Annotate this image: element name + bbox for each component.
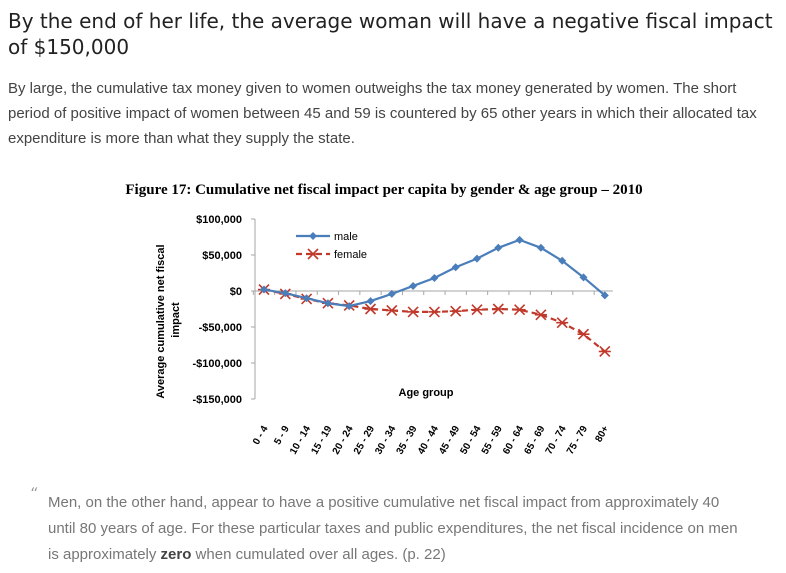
article-lead: By large, the cumulative tax money given… bbox=[8, 80, 757, 147]
y-axis-label: Average cumulative net fiscal impact bbox=[155, 241, 182, 398]
point-male bbox=[387, 289, 396, 298]
point-male bbox=[409, 281, 418, 290]
point-female bbox=[385, 304, 398, 317]
quote-emphasis: zero bbox=[160, 546, 192, 563]
x-axis-label: Age group bbox=[399, 387, 454, 399]
series-line-male bbox=[263, 238, 606, 308]
point-male bbox=[260, 285, 268, 294]
point-male bbox=[579, 273, 588, 282]
y-tick-label: -$100,000 bbox=[192, 358, 242, 370]
y-axis-label-line-2: impact bbox=[170, 302, 182, 338]
point-male bbox=[515, 235, 524, 244]
point-female bbox=[364, 303, 377, 315]
point-male bbox=[281, 289, 290, 298]
y-tick-label: -$50,000 bbox=[199, 322, 242, 334]
quote-text-start: Men, on the other hand, appear to have a… bbox=[48, 494, 738, 563]
figure-17: Figure 17: Cumulative net fiscal impact … bbox=[0, 170, 786, 490]
point-male bbox=[323, 299, 332, 308]
series-line-female bbox=[263, 288, 606, 353]
point-male bbox=[600, 291, 609, 300]
point-female bbox=[492, 303, 505, 315]
y-tick-label: $50,000 bbox=[202, 250, 242, 262]
point-female bbox=[471, 304, 483, 316]
point-male bbox=[494, 243, 503, 252]
chart-axes: $100,000 $50,000 $0 -$50,000 -$100,000 -$150,… bbox=[192, 214, 613, 457]
quote-mark: “ bbox=[30, 484, 39, 503]
line-chart: Figure 17: Cumulative net fiscal impact … bbox=[125, 182, 642, 457]
y-tick-label: $100,000 bbox=[196, 214, 242, 226]
point-female bbox=[449, 305, 462, 317]
x-tick-label: 5 - 9 bbox=[272, 424, 292, 447]
chart-series bbox=[258, 235, 611, 358]
point-male bbox=[558, 256, 567, 265]
article-headline: By the end of her life, the average woma… bbox=[8, 9, 773, 59]
point-female bbox=[428, 306, 441, 318]
y-tick-label: $0 bbox=[230, 286, 242, 298]
legend-marker-male bbox=[309, 232, 317, 240]
chart-legend: male female bbox=[296, 231, 367, 261]
legend-label-male: male bbox=[334, 231, 358, 243]
point-male bbox=[366, 297, 375, 306]
legend-label-female: female bbox=[334, 249, 367, 261]
point-male bbox=[451, 263, 460, 272]
legend-marker-female bbox=[307, 248, 319, 260]
x-tick-label: 80+ bbox=[593, 424, 611, 444]
point-female bbox=[407, 306, 420, 318]
chart-title: Figure 17: Cumulative net fiscal impact … bbox=[125, 182, 642, 198]
x-tick-label: 0 - 4 bbox=[251, 424, 271, 447]
quote-text-end: when cumulated over all ages. (p. 22) bbox=[191, 546, 446, 563]
point-male bbox=[430, 274, 439, 283]
blockquote: Men, on the other hand, appear to have a… bbox=[48, 490, 748, 568]
point-female bbox=[598, 345, 611, 358]
y-axis-label-line-1: Average cumulative net fiscal bbox=[155, 244, 167, 398]
point-female bbox=[577, 328, 590, 340]
point-female bbox=[534, 309, 547, 321]
x-tick-label: 75 - 79 bbox=[565, 424, 590, 457]
point-male bbox=[302, 294, 311, 303]
y-tick-label: -$150,000 bbox=[192, 394, 242, 406]
point-female bbox=[513, 304, 526, 316]
point-female bbox=[556, 317, 569, 329]
point-male bbox=[536, 243, 545, 252]
point-male bbox=[473, 254, 481, 263]
point-male bbox=[345, 302, 354, 311]
